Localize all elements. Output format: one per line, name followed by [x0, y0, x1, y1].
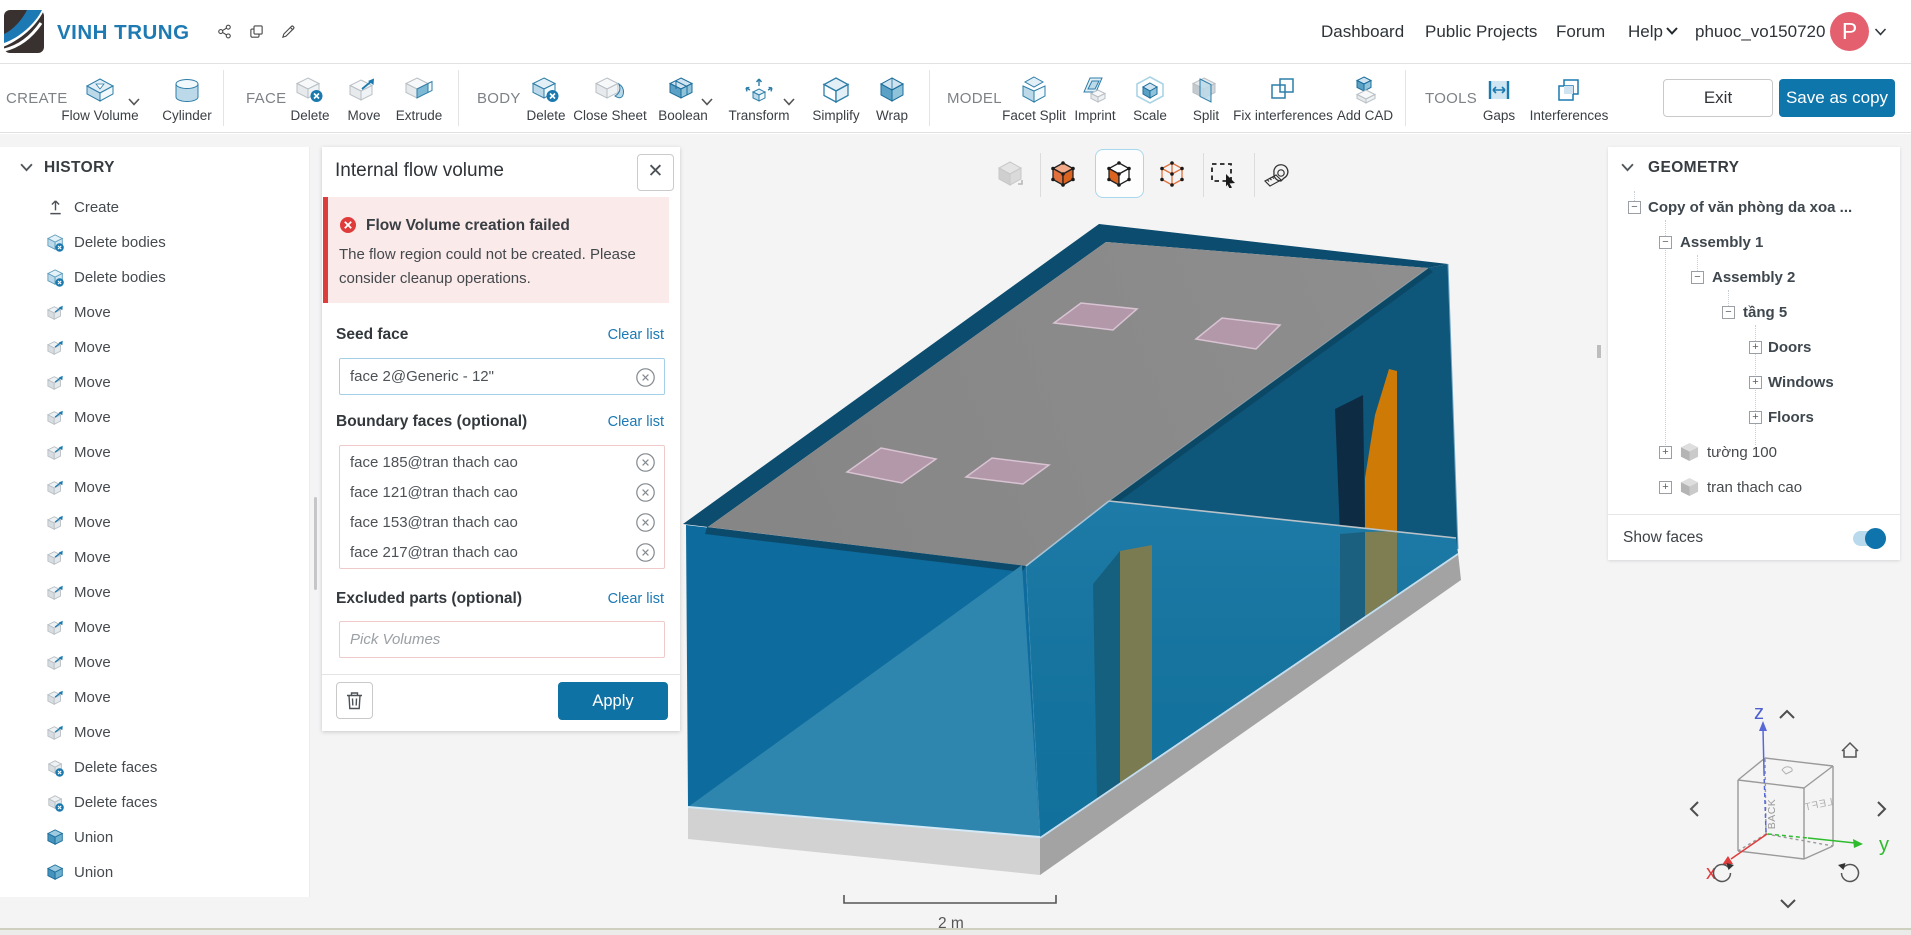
- svg-text:z: z: [1754, 702, 1764, 724]
- svg-text:x: x: [1706, 862, 1716, 884]
- svg-text:BACK: BACK: [1766, 799, 1778, 830]
- svg-text:LEFT: LEFT: [1803, 796, 1835, 814]
- svg-text:y: y: [1879, 834, 1889, 856]
- svg-text:2 m: 2 m: [938, 915, 964, 932]
